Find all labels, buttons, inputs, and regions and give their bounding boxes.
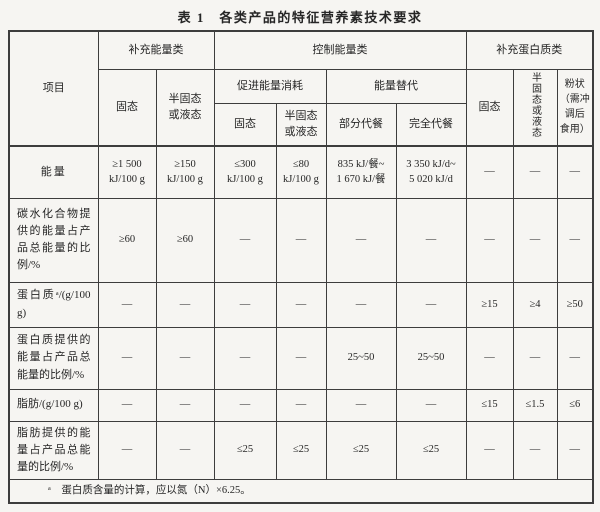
group-protein-supplement: 补充蛋白质类	[465, 30, 594, 70]
col-semisolid-1: 半固态 或液态	[155, 68, 215, 147]
table-body: 能量 ≥1 500 kJ/100 g ≥150 kJ/100 g ≤300 kJ/10…	[8, 145, 594, 480]
value-cell: ≤80 kJ/100 g	[275, 145, 327, 199]
value-cell: —	[213, 326, 277, 390]
col-solid-3: 固态	[465, 68, 514, 147]
col-full-meal-replacement: 完全代餐	[395, 102, 467, 147]
value-cell: —	[395, 281, 467, 328]
header-row-subgroups: 固态 半固态 或液态 促进能量消耗 能量替代 固态 半固态或液态 粉状 （需冲 …	[9, 68, 594, 147]
value-cell: —	[512, 197, 558, 283]
row-label: 碳水化合物提供的能量占产品总能量的比例/%	[8, 197, 99, 283]
value-cell: —	[556, 145, 594, 199]
row-label: 蛋白质提供的能量占产品总能量的比例/%	[8, 326, 99, 390]
value-cell: ≥15	[465, 281, 514, 328]
value-cell: 3 350 kJ/d~ 5 020 kJ/d	[395, 145, 467, 199]
value-cell: ≥60	[155, 197, 215, 283]
subgroup-energy-replacement: 能量替代	[325, 68, 467, 104]
value-cell: —	[512, 145, 558, 199]
value-cell: ≤25	[213, 420, 277, 480]
value-cell: —	[512, 420, 558, 480]
value-cell: —	[512, 326, 558, 390]
row-label: 能量	[8, 145, 99, 199]
col-solid-2: 固态	[213, 102, 277, 147]
value-cell: 25~50	[395, 326, 467, 390]
value-cell: ≤25	[275, 420, 327, 480]
value-cell: —	[213, 281, 277, 328]
col-semisolid-3: 半固态或液态	[512, 68, 558, 147]
value-cell: —	[465, 145, 514, 199]
group-energy-supplement: 补充能量类	[97, 30, 215, 70]
value-cell: —	[155, 281, 215, 328]
subgroup-promote-energy-consumption: 促进能量消耗	[213, 68, 327, 104]
row-label: 脂肪/(g/100 g)	[8, 388, 99, 422]
value-cell: ≤25	[325, 420, 397, 480]
table-row: 脂肪提供的能量占产品总能量的比例/% — — ≤25 ≤25 ≤25 ≤25— — —	[8, 420, 594, 480]
value-cell: —	[155, 420, 215, 480]
header-row-columns: 固态 半固态 或液态 部分代餐 完全代餐	[9, 102, 593, 147]
value-cell: ≥60	[97, 197, 157, 283]
value-cell: —	[97, 388, 157, 422]
value-cell: —	[325, 388, 397, 422]
value-cell: 25~50	[325, 326, 397, 390]
value-cell: —	[155, 326, 215, 390]
table-header: 项目 补充能量类 控制能量类 补充蛋白质类 固态 半固态 或液态 促进能量消耗 …	[8, 30, 594, 147]
value-cell: —	[325, 281, 397, 328]
vertical-label: 半固态或液态	[529, 71, 541, 138]
footnote: ᵃ 蛋白质含量的计算，应以氮（N）×6.25。	[8, 478, 594, 504]
nutrient-requirements-table: 项目 补充能量类 控制能量类 补充蛋白质类 固态 半固态 或液态 促进能量消耗 …	[8, 30, 595, 505]
table-row: 蛋白质提供的能量占产品总能量的比例/% — — — —25~50 25~50— — —	[8, 326, 594, 390]
value-cell: —	[465, 197, 514, 283]
value-cell: —	[275, 326, 327, 390]
value-cell: ≤6	[556, 388, 594, 422]
value-cell: —	[97, 281, 157, 328]
value-cell: —	[97, 326, 157, 390]
value-cell: 835 kJ/餐~ 1 670 kJ/餐	[325, 145, 397, 199]
value-cell: —	[556, 326, 594, 390]
value-cell: —	[275, 281, 327, 328]
value-cell: —	[155, 388, 215, 422]
col-powder: 粉状 （需冲 调后 食用）	[556, 68, 594, 147]
value-cell: —	[325, 197, 397, 283]
table-footer: ᵃ 蛋白质含量的计算，应以氮（N）×6.25。	[8, 478, 594, 504]
value-cell: —	[395, 388, 467, 422]
col-partial-meal-replacement: 部分代餐	[325, 102, 397, 147]
header-row-groups: 项目 补充能量类 控制能量类 补充蛋白质类	[8, 30, 594, 147]
value-cell: ≤15	[465, 388, 514, 422]
group-energy-control: 控制能量类	[213, 30, 467, 70]
value-cell: —	[556, 197, 594, 283]
value-cell: —	[275, 388, 327, 422]
corner-cell-item: 项目	[8, 30, 99, 147]
value-cell: —	[465, 420, 514, 480]
value-cell: —	[395, 197, 467, 283]
table-row: 蛋白质ᵃ/(g/100 g) — — — — — — ≥15 ≥4 ≥50	[8, 281, 594, 328]
value-cell: ≤1.5	[512, 388, 558, 422]
col-solid-1: 固态	[97, 68, 157, 147]
value-cell: —	[213, 197, 277, 283]
table-row: 脂肪/(g/100 g) — — — — — — ≤15 ≤1.5 ≤6	[8, 388, 594, 422]
table-row: 碳水化合物提供的能量占产品总能量的比例/% ≥60 ≥60— — — — — — —	[8, 197, 594, 283]
value-cell: —	[556, 420, 594, 480]
col-semisolid-2: 半固态 或液态	[275, 102, 327, 147]
value-cell: ≤25	[395, 420, 467, 480]
value-cell: —	[275, 197, 327, 283]
value-cell: ≥4	[512, 281, 558, 328]
footnote-row: ᵃ 蛋白质含量的计算，应以氮（N）×6.25。	[8, 478, 594, 504]
value-cell: ≤300 kJ/100 g	[213, 145, 277, 199]
row-label: 蛋白质ᵃ/(g/100 g)	[8, 281, 99, 328]
value-cell: —	[465, 326, 514, 390]
value-cell: —	[213, 388, 277, 422]
table-row: 能量 ≥1 500 kJ/100 g ≥150 kJ/100 g ≤300 kJ/10…	[8, 145, 594, 199]
table-title: 表 1 各类产品的特征营养素技术要求	[177, 10, 423, 25]
value-cell: ≥1 500 kJ/100 g	[97, 145, 157, 199]
value-cell: —	[97, 420, 157, 480]
row-label: 脂肪提供的能量占产品总能量的比例/%	[8, 420, 99, 480]
value-cell: ≥150 kJ/100 g	[155, 145, 215, 199]
value-cell: ≥50	[556, 281, 594, 328]
